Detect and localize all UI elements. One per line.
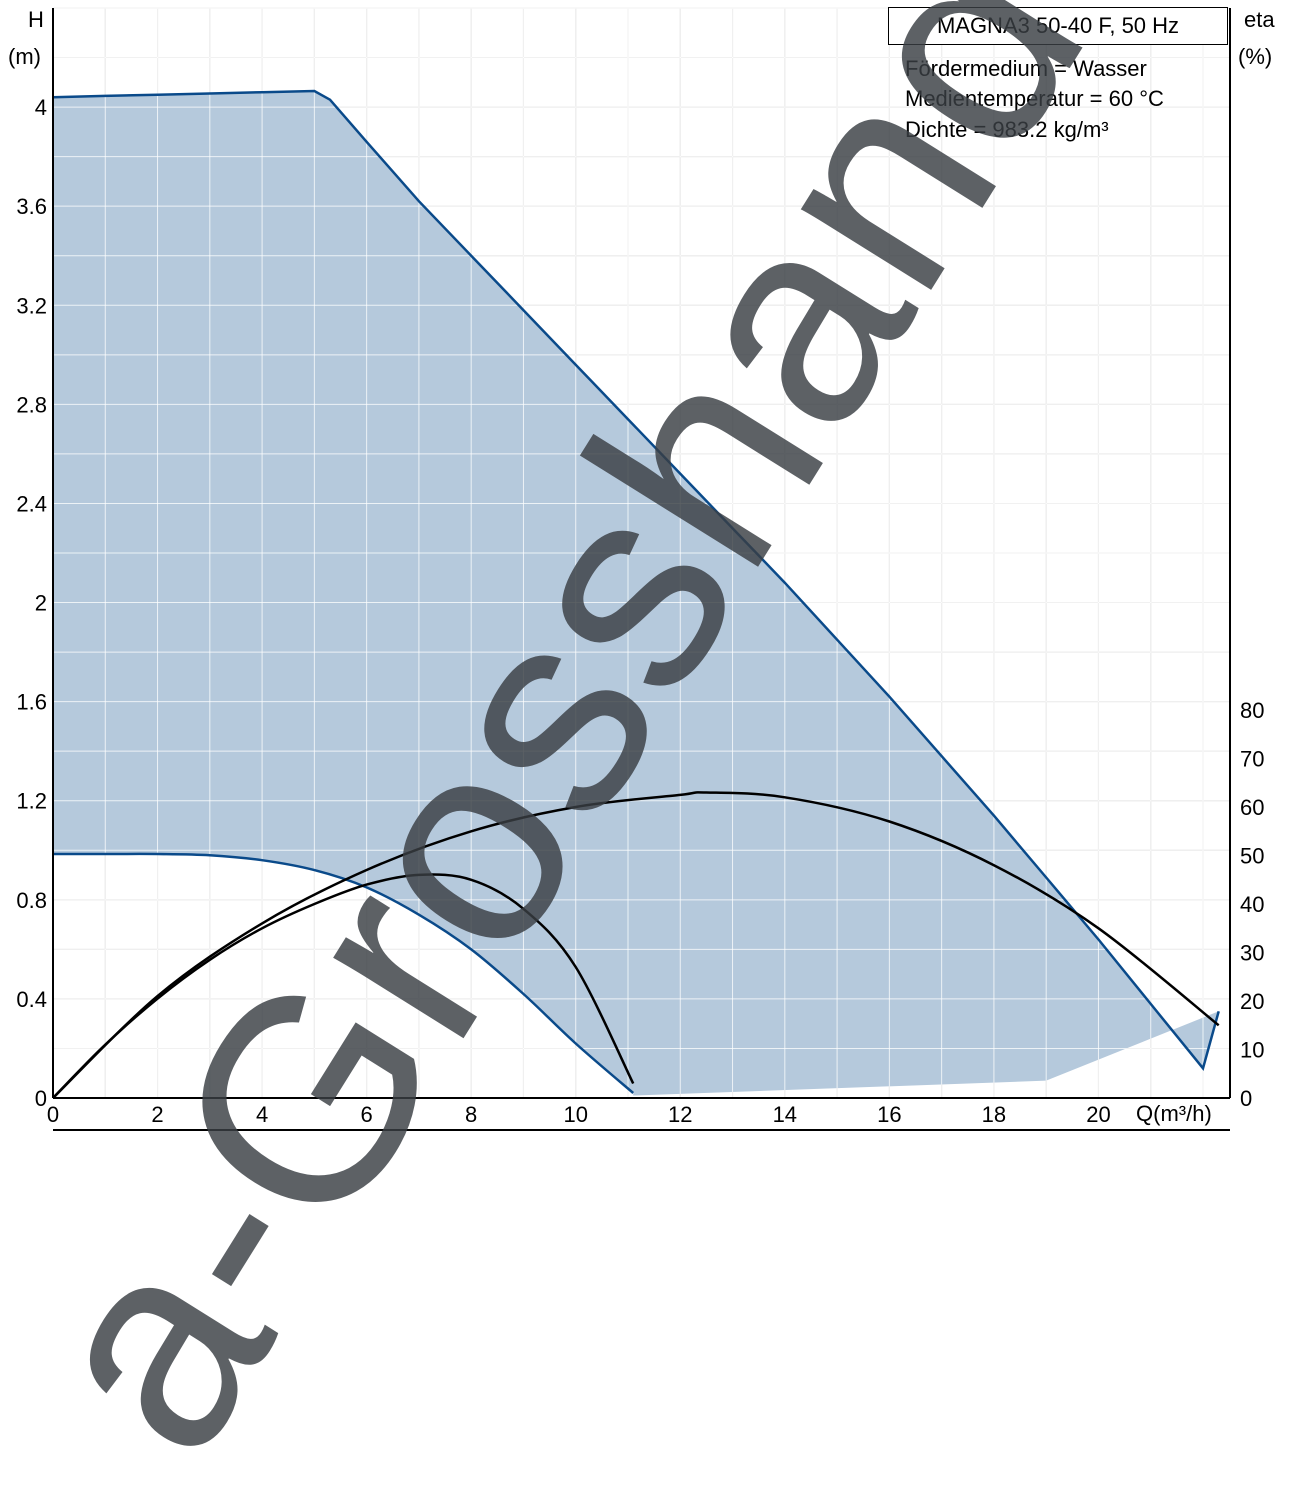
tick-labels: 00.40.81.21.622.42.83.23.640 2 4 6 8 10 12 14 16… — [16, 95, 1264, 1127]
eta-tick-label: 10 — [1240, 1038, 1264, 1063]
x-tick-label: 18 — [982, 1102, 1006, 1127]
right-axis-unit: (%) — [1238, 44, 1272, 69]
x-tick-label: 0 — [47, 1102, 59, 1127]
pump-curve-chart: 00.40.81.21.622.42.83.23.640 2 4 6 8 10 12 14 16… — [8, 7, 1275, 1131]
eta-max-curve — [52, 791, 1220, 1099]
x-tick-label: 4 — [256, 1102, 268, 1127]
head-min-curve — [52, 852, 635, 1094]
eta-min-curve — [52, 873, 635, 1099]
x-tick-label: 2 — [151, 1102, 163, 1127]
eta-tick-label: 50 — [1240, 844, 1264, 869]
eta-tick-label: 80 — [1240, 698, 1264, 723]
y-tick-label: 4 — [35, 95, 47, 120]
y-tick-label: 0.8 — [16, 888, 47, 913]
y-tick-label: 2.8 — [16, 392, 47, 417]
x-axis-label: Q(m³/h) — [1136, 1101, 1212, 1126]
y-tick-label: 0.4 — [16, 987, 47, 1012]
eta-tick-label: 0 — [1240, 1086, 1252, 1111]
eta-tick-label: 30 — [1240, 941, 1264, 966]
y-tick-label: 2.4 — [16, 491, 47, 516]
y-tick-label: 3.2 — [16, 293, 47, 318]
medium-info: Fördermedium = Wasser — [905, 56, 1147, 81]
eta-tick-label: 70 — [1240, 747, 1264, 772]
x-tick-label: 14 — [773, 1102, 797, 1127]
left-axis-label: H — [28, 7, 44, 32]
axes — [52, 8, 1231, 1131]
eta-tick-label: 40 — [1240, 892, 1264, 917]
x-tick-label: 10 — [563, 1102, 587, 1127]
density-info: Dichte = 983.2 kg/m³ — [905, 117, 1109, 142]
envelope-area — [53, 7, 1230, 1098]
y-tick-label: 0 — [35, 1086, 47, 1111]
pump-title-box: MAGNA3 50-40 F, 50 Hz — [888, 7, 1228, 45]
head-max-curve — [52, 89, 1220, 1071]
right-axis-label: eta — [1244, 7, 1275, 32]
y-tick-label: 1.6 — [16, 690, 47, 715]
x-tick-label: 16 — [877, 1102, 901, 1127]
eta-tick-label: 20 — [1240, 989, 1264, 1014]
y-tick-label: 2 — [35, 591, 47, 616]
y-tick-label: 1.2 — [16, 789, 47, 814]
y-tick-label: 3.6 — [16, 194, 47, 219]
left-axis-unit: (m) — [8, 44, 41, 69]
x-tick-label: 12 — [668, 1102, 692, 1127]
curves — [52, 89, 1220, 1099]
envelope-fill — [53, 90, 1219, 1096]
temperature-info: Medientemperatur = 60 °C — [905, 86, 1164, 111]
eta-tick-label: 60 — [1240, 795, 1264, 820]
x-tick-label: 6 — [361, 1102, 373, 1127]
x-tick-label: 20 — [1086, 1102, 1110, 1127]
pump-title: MAGNA3 50-40 F, 50 Hz — [936, 13, 1180, 38]
x-tick-label: 8 — [465, 1102, 477, 1127]
